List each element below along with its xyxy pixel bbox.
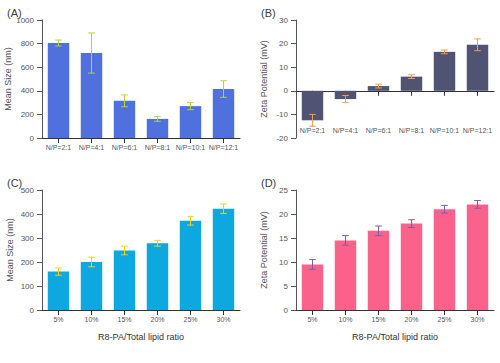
svg-text:0: 0 bbox=[284, 306, 289, 315]
svg-text:5: 5 bbox=[284, 282, 289, 291]
svg-text:Mean Size (nm): Mean Size (nm) bbox=[5, 218, 15, 282]
svg-text:10: 10 bbox=[279, 258, 288, 267]
svg-text:30%: 30% bbox=[470, 316, 484, 323]
svg-text:200: 200 bbox=[21, 258, 35, 267]
svg-text:N/P=4:1: N/P=4:1 bbox=[333, 127, 359, 134]
svg-text:N/P=2:1: N/P=2:1 bbox=[300, 127, 326, 134]
svg-text:R8-PA/Total lipid ratio: R8-PA/Total lipid ratio bbox=[98, 332, 184, 342]
svg-text:20: 20 bbox=[279, 39, 288, 48]
svg-text:30%: 30% bbox=[216, 316, 230, 323]
svg-text:30: 30 bbox=[279, 16, 288, 25]
svg-text:Zeta Potential (mV): Zeta Potential (mV) bbox=[259, 211, 269, 289]
svg-text:600: 600 bbox=[21, 63, 35, 72]
svg-text:10%: 10% bbox=[84, 316, 98, 323]
svg-text:N/P=10:1: N/P=10:1 bbox=[176, 144, 205, 151]
svg-text:800: 800 bbox=[21, 39, 35, 48]
svg-text:400: 400 bbox=[21, 210, 35, 219]
svg-text:N/P=8:1: N/P=8:1 bbox=[145, 144, 171, 151]
svg-text:Zeta Potential (mV): Zeta Potential (mV) bbox=[259, 40, 269, 118]
svg-text:500: 500 bbox=[21, 186, 35, 195]
svg-text:N/P=6:1: N/P=6:1 bbox=[112, 144, 138, 151]
svg-text:1000: 1000 bbox=[16, 15, 34, 25]
svg-text:20: 20 bbox=[279, 210, 288, 219]
svg-text:N/P=4:1: N/P=4:1 bbox=[79, 144, 105, 151]
svg-text:N/P=6:1: N/P=6:1 bbox=[366, 127, 392, 134]
svg-text:20%: 20% bbox=[150, 316, 164, 323]
svg-text:-10: -10 bbox=[276, 110, 288, 119]
svg-text:10: 10 bbox=[279, 63, 288, 72]
svg-text:25: 25 bbox=[279, 186, 288, 195]
svg-text:N/P=12:1: N/P=12:1 bbox=[463, 127, 492, 134]
svg-text:5%: 5% bbox=[307, 316, 317, 323]
svg-text:5%: 5% bbox=[53, 316, 63, 323]
svg-text:100: 100 bbox=[21, 282, 35, 291]
svg-text:(D): (D) bbox=[261, 177, 276, 189]
svg-text:15%: 15% bbox=[371, 316, 385, 323]
svg-text:200: 200 bbox=[21, 110, 35, 119]
svg-text:(C): (C) bbox=[7, 177, 22, 189]
svg-text:N/P=8:1: N/P=8:1 bbox=[399, 127, 425, 134]
svg-text:N/P=10:1: N/P=10:1 bbox=[430, 127, 459, 134]
svg-text:400: 400 bbox=[21, 86, 35, 95]
svg-text:R8-PA/Total lipid ratio: R8-PA/Total lipid ratio bbox=[352, 332, 438, 342]
svg-text:N/P=12:1: N/P=12:1 bbox=[209, 144, 238, 151]
svg-text:20%: 20% bbox=[404, 316, 418, 323]
svg-text:Mean Size (nm): Mean Size (nm) bbox=[3, 47, 13, 111]
svg-text:(B): (B) bbox=[261, 7, 276, 19]
svg-text:N/P=2:1: N/P=2:1 bbox=[46, 144, 72, 151]
svg-text:(A): (A) bbox=[7, 7, 22, 19]
svg-text:25%: 25% bbox=[437, 316, 451, 323]
svg-text:-20: -20 bbox=[276, 134, 288, 143]
svg-text:15%: 15% bbox=[117, 316, 131, 323]
svg-text:15: 15 bbox=[279, 234, 288, 243]
svg-text:0: 0 bbox=[30, 134, 35, 143]
svg-text:300: 300 bbox=[21, 234, 35, 243]
svg-text:25%: 25% bbox=[183, 316, 197, 323]
svg-text:0: 0 bbox=[284, 86, 289, 95]
svg-text:10%: 10% bbox=[338, 316, 352, 323]
svg-text:0: 0 bbox=[30, 306, 35, 315]
